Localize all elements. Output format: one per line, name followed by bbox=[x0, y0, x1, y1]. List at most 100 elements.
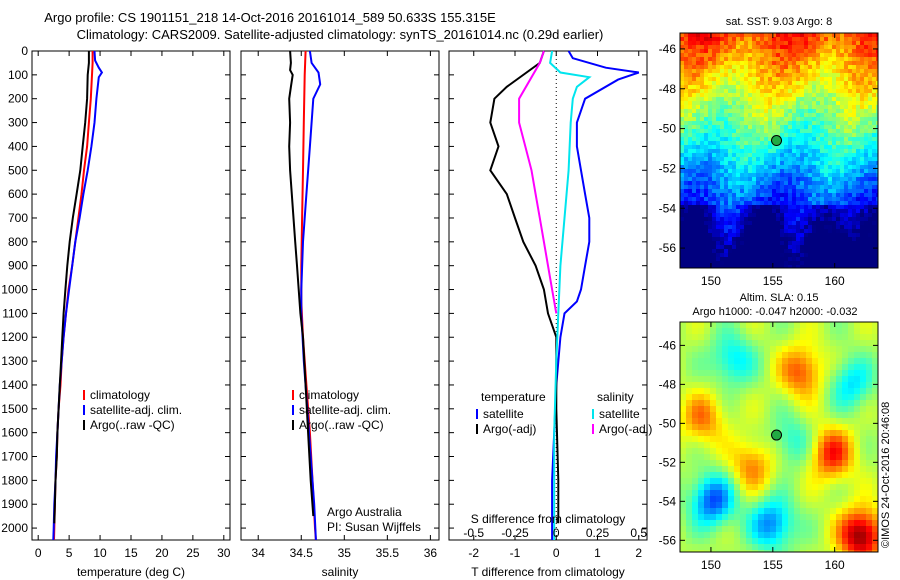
y-tick-label: 1800 bbox=[1, 473, 28, 487]
x-axis-label: salinity bbox=[322, 565, 359, 579]
map-title-line1: Altim. SLA: 0.15 bbox=[740, 292, 819, 304]
x2-tick-label: -0.5 bbox=[463, 526, 484, 540]
legend-label: Argo(..raw -QC) bbox=[299, 418, 384, 432]
x-tick-label: 5 bbox=[66, 546, 73, 560]
y-tick-label: 1100 bbox=[2, 306, 28, 320]
y-tick-label: -54 bbox=[659, 494, 677, 508]
x-tick-label: 150 bbox=[701, 558, 721, 572]
x-tick-label: 35 bbox=[338, 546, 352, 560]
x-tick-label: 160 bbox=[825, 558, 845, 572]
map-title-line2: Argo h1000: -0.047 h2000: -0.032 bbox=[692, 306, 857, 318]
y-tick-label: 2000 bbox=[1, 521, 28, 535]
y-tick-label: 1900 bbox=[1, 497, 28, 511]
y-tick-label: 700 bbox=[8, 211, 28, 225]
argo-position-marker bbox=[771, 429, 783, 441]
y-tick-label: 1500 bbox=[1, 402, 28, 416]
y-tick-label: -52 bbox=[659, 455, 677, 469]
difference-panel: -2 -1 0 1 2 T difference from climatology temp… bbox=[448, 50, 652, 579]
y-tick-label: 800 bbox=[8, 235, 28, 249]
y-tick-label: -52 bbox=[659, 161, 677, 175]
legend-label: Argo(-adj) bbox=[483, 422, 536, 436]
y-tick-label: 200 bbox=[8, 92, 28, 106]
legend-label: satellite-adj. clim. bbox=[90, 403, 182, 417]
x2-tick-label: 0 bbox=[553, 526, 560, 540]
sla-map: 150 155 160 -46 -48 -50 -52 -54 -56 Altim. SLA: 0… bbox=[659, 292, 879, 572]
legend-label: climatology bbox=[90, 388, 150, 402]
x-tick-label: 155 bbox=[763, 274, 783, 288]
x2-tick-label: 0.5 bbox=[630, 526, 647, 540]
series-line bbox=[53, 51, 90, 524]
series-line bbox=[551, 50, 640, 540]
map-image bbox=[680, 33, 879, 269]
y-tick-label: -56 bbox=[659, 241, 677, 255]
map-frame bbox=[679, 321, 879, 553]
map-title: sat. SST: 9.03 Argo: 8 bbox=[726, 16, 832, 28]
y-tick-label: 400 bbox=[8, 139, 28, 153]
x2-tick-label: 0.25 bbox=[586, 526, 610, 540]
y-tick-label: 500 bbox=[8, 163, 28, 177]
x-tick-label: 1 bbox=[594, 546, 601, 560]
plot-frame bbox=[31, 50, 231, 541]
salinity-panel: 34 34.5 35 35.5 36 salinity climatologysatelli… bbox=[240, 50, 440, 579]
y-tick-label: -56 bbox=[659, 533, 677, 547]
legend-label: satellite bbox=[599, 407, 640, 421]
x-tick-label: 155 bbox=[763, 558, 783, 572]
x-tick-label: 160 bbox=[825, 274, 845, 288]
source-annotation: PI: Susan Wijffels bbox=[327, 520, 421, 534]
map-frame bbox=[679, 32, 879, 269]
x-axis-label: T difference from climatology bbox=[471, 565, 625, 579]
y-tick-label: 1600 bbox=[1, 426, 28, 440]
y-tick-label: 1200 bbox=[1, 330, 28, 344]
sst-map: 150 155 160 -46 -48 -50 -52 -54 -56 sat. SST: 9.0… bbox=[659, 16, 879, 288]
legend-label: Argo(..raw -QC) bbox=[90, 418, 175, 432]
chart-title-line1: Argo profile: CS 1901151_218 14-Oct-2016… bbox=[44, 10, 496, 25]
x-axis-label: temperature (deg C) bbox=[77, 565, 185, 579]
y-tick-label: 600 bbox=[8, 187, 28, 201]
chart-title-line2: Climatology: CARS2009. Satellite-adjuste… bbox=[76, 27, 604, 42]
legend-group-title: temperature bbox=[481, 390, 546, 404]
x-tick-label: 25 bbox=[186, 546, 200, 560]
y-tick-label: 1000 bbox=[1, 283, 28, 297]
x-tick-label: 10 bbox=[93, 546, 107, 560]
y-tick-label: 1300 bbox=[1, 354, 28, 368]
x-tick-label: 0 bbox=[35, 546, 42, 560]
y-tick-label: -48 bbox=[659, 377, 677, 391]
x-tick-label: 34 bbox=[252, 546, 266, 560]
x-tick-label: 15 bbox=[124, 546, 138, 560]
x-tick-label: 30 bbox=[217, 546, 231, 560]
x-tick-label: -1 bbox=[510, 546, 521, 560]
series-line bbox=[549, 50, 592, 540]
x-tick-label: 34.5 bbox=[290, 546, 314, 560]
y-tick-label: -46 bbox=[659, 338, 677, 352]
x-tick-label: 36 bbox=[424, 546, 438, 560]
y-tick-label: -46 bbox=[659, 42, 677, 56]
legend-group-title: salinity bbox=[597, 390, 634, 404]
plot-frame bbox=[448, 50, 648, 541]
footer-credit: ©IMOS 24-Oct-2016 20:46:08 bbox=[880, 401, 892, 548]
y-tick-label: -48 bbox=[659, 82, 677, 96]
x-tick-label: 35.5 bbox=[376, 546, 400, 560]
y-tick-label: 1400 bbox=[1, 378, 28, 392]
y-tick-label: -50 bbox=[659, 416, 677, 430]
legend-label: Argo(-adj) bbox=[599, 422, 652, 436]
source-annotation: Argo Australia bbox=[327, 505, 402, 519]
y-tick-label: 900 bbox=[8, 259, 28, 273]
temperature-panel: 0 5 10 15 20 25 300100200300400500600700800900… bbox=[1, 44, 231, 579]
y-tick-label: -50 bbox=[659, 122, 677, 136]
x2-tick-label: -0.25 bbox=[501, 526, 529, 540]
legend-label: satellite bbox=[483, 407, 524, 421]
y-tick-label: 1700 bbox=[1, 450, 28, 464]
series-line bbox=[300, 50, 322, 541]
x-tick-label: 2 bbox=[635, 546, 642, 560]
x2-axis-label: S difference from climatology bbox=[471, 512, 626, 526]
x-tick-label: 0 bbox=[553, 546, 560, 560]
y-tick-label: 100 bbox=[8, 68, 28, 82]
y-tick-label: -54 bbox=[659, 201, 677, 215]
series-line bbox=[288, 50, 315, 517]
legend-label: satellite-adj. clim. bbox=[299, 403, 391, 417]
x-tick-label: 150 bbox=[701, 274, 721, 288]
argo-position-marker bbox=[771, 135, 783, 147]
x-tick-label: 20 bbox=[155, 546, 169, 560]
series-line bbox=[518, 50, 558, 314]
